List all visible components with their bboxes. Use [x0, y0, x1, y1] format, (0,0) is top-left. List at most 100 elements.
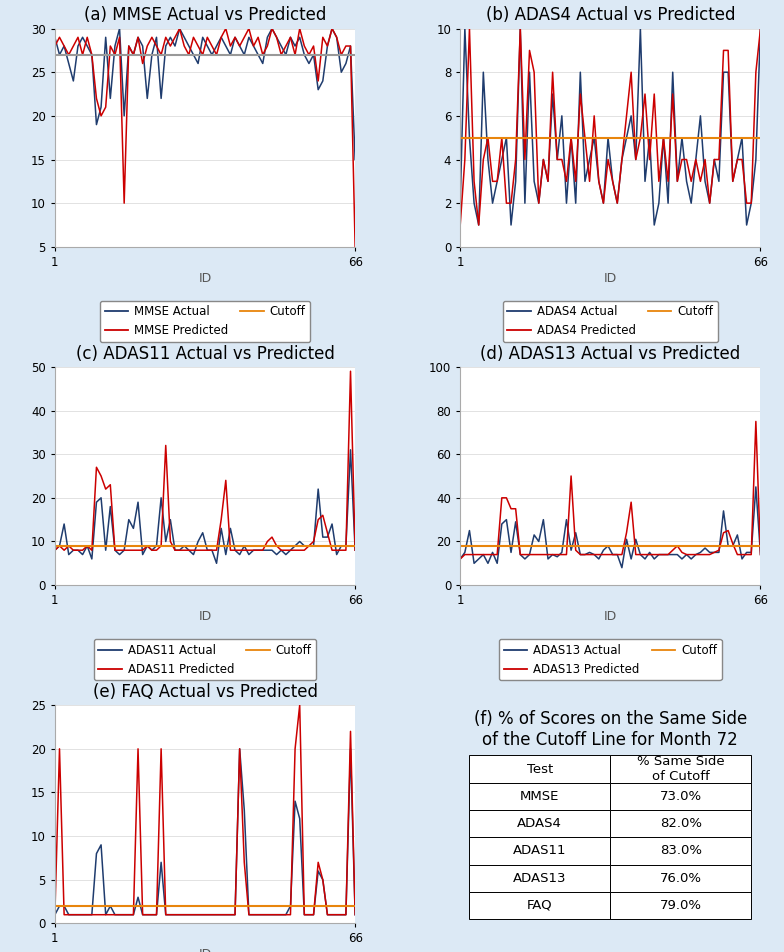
FAQ Actual	[73, 909, 82, 921]
Title: (e) FAQ Actual vs Predicted: (e) FAQ Actual vs Predicted	[93, 683, 318, 701]
Cutoff	[456, 540, 465, 551]
Line: MMSE Predicted: MMSE Predicted	[55, 29, 355, 247]
ADAS13 Actual	[529, 529, 539, 541]
ADAS13 Predicted	[456, 553, 465, 565]
ADAS11 Actual	[346, 444, 355, 455]
MMSE Actual	[350, 154, 360, 166]
MMSE Predicted	[73, 31, 82, 43]
MMSE Actual	[184, 40, 194, 51]
ADAS11 Predicted	[180, 545, 189, 556]
Text: of the Cutoff Line for Month 72: of the Cutoff Line for Month 72	[482, 731, 739, 749]
Line: ADAS4 Actual: ADAS4 Actual	[460, 29, 760, 225]
ADAS13 Actual	[478, 549, 488, 561]
ADAS13 Predicted	[478, 549, 488, 561]
ADAS13 Actual	[751, 481, 760, 492]
MMSE Predicted	[124, 40, 133, 51]
MMSE Actual	[50, 31, 60, 43]
ADAS13 Actual	[548, 549, 557, 561]
Cutoff	[50, 540, 60, 551]
FAQ Actual	[124, 909, 133, 921]
MMSE Actual	[290, 40, 299, 51]
ADAS4 Actual	[594, 175, 604, 187]
MMSE Predicted	[184, 50, 194, 61]
ADAS4 Actual	[460, 23, 470, 34]
MMSE Predicted	[290, 50, 299, 61]
ADAS11 Predicted	[346, 366, 355, 377]
ADAS11 Predicted	[124, 545, 133, 556]
ADAS4 Predicted	[590, 110, 599, 122]
ADAS4 Actual	[756, 23, 765, 34]
ADAS11 Actual	[143, 540, 152, 551]
Cutoff	[45, 540, 55, 551]
ADAS13 Actual	[617, 562, 626, 573]
ADAS13 Actual	[585, 546, 594, 558]
Title: (c) ADAS11 Actual vs Predicted: (c) ADAS11 Actual vs Predicted	[75, 345, 335, 363]
Line: FAQ Predicted: FAQ Predicted	[55, 705, 355, 915]
ADAS11 Actual	[124, 514, 133, 526]
ADAS4 Predicted	[756, 23, 765, 34]
FAQ Predicted	[295, 700, 304, 711]
ADAS13 Predicted	[548, 549, 557, 561]
FAQ Predicted	[143, 909, 152, 921]
FAQ Predicted	[50, 909, 60, 921]
X-axis label: ID: ID	[198, 610, 212, 623]
Cutoff	[451, 540, 460, 551]
X-axis label: ID: ID	[604, 610, 617, 623]
Line: ADAS13 Predicted: ADAS13 Predicted	[460, 422, 760, 559]
Line: ADAS13 Actual: ADAS13 Actual	[460, 486, 760, 567]
FAQ Predicted	[285, 909, 295, 921]
ADAS11 Actual	[73, 545, 82, 556]
FAQ Actual	[350, 909, 360, 921]
ADAS4 Actual	[599, 197, 608, 208]
MMSE Actual	[73, 40, 82, 51]
FAQ Actual	[332, 909, 341, 921]
FAQ Predicted	[332, 909, 341, 921]
ADAS11 Actual	[350, 545, 360, 556]
ADAS13 Actual	[695, 546, 705, 558]
Legend: ADAS13 Actual, ADAS13 Predicted, Cutoff: ADAS13 Actual, ADAS13 Predicted, Cutoff	[499, 639, 721, 681]
ADAS11 Actual	[184, 545, 194, 556]
ADAS4 Actual	[456, 197, 465, 208]
Legend: ADAS11 Actual, ADAS11 Predicted, Cutoff: ADAS11 Actual, ADAS11 Predicted, Cutoff	[93, 639, 316, 681]
MMSE Predicted	[143, 40, 152, 51]
Line: ADAS11 Predicted: ADAS11 Predicted	[55, 371, 355, 550]
MMSE Predicted	[175, 23, 184, 34]
MMSE Predicted	[332, 31, 341, 43]
Cutoff	[50, 901, 60, 912]
Cutoff	[45, 901, 55, 912]
MMSE Predicted	[350, 241, 360, 252]
Legend: MMSE Actual, MMSE Predicted, Cutoff: MMSE Actual, MMSE Predicted, Cutoff	[100, 301, 310, 342]
ADAS4 Predicted	[483, 132, 492, 144]
Line: ADAS4 Predicted: ADAS4 Predicted	[460, 29, 760, 225]
Line: ADAS11 Actual: ADAS11 Actual	[55, 449, 355, 564]
ADAS11 Actual	[50, 545, 60, 556]
Title: (a) MMSE Actual vs Predicted: (a) MMSE Actual vs Predicted	[84, 7, 326, 24]
FAQ Predicted	[180, 909, 189, 921]
Text: (f) % of Scores on the Same Side: (f) % of Scores on the Same Side	[474, 709, 747, 727]
Cutoff	[456, 132, 465, 144]
ADAS4 Actual	[488, 197, 497, 208]
Title: (b) ADAS4 Actual vs Predicted: (b) ADAS4 Actual vs Predicted	[485, 7, 735, 24]
X-axis label: ID: ID	[604, 271, 617, 285]
ADAS4 Predicted	[695, 175, 705, 187]
ADAS13 Predicted	[585, 549, 594, 561]
Cutoff	[50, 50, 60, 61]
ADAS13 Predicted	[756, 549, 765, 561]
ADAS4 Predicted	[553, 154, 562, 166]
ADAS11 Predicted	[73, 545, 82, 556]
FAQ Actual	[290, 796, 299, 807]
ADAS13 Predicted	[751, 416, 760, 427]
MMSE Actual	[129, 50, 138, 61]
FAQ Actual	[50, 909, 60, 921]
ADAS13 Actual	[590, 549, 599, 561]
ADAS4 Predicted	[465, 23, 474, 34]
ADAS4 Predicted	[456, 219, 465, 230]
ADAS11 Predicted	[350, 545, 360, 556]
ADAS13 Actual	[456, 553, 465, 565]
Legend: ADAS4 Actual, ADAS4 Predicted, Cutoff: ADAS4 Actual, ADAS4 Predicted, Cutoff	[503, 301, 718, 342]
X-axis label: ID: ID	[198, 948, 212, 952]
FAQ Actual	[180, 909, 189, 921]
ADAS4 Predicted	[737, 154, 746, 166]
FAQ Actual	[235, 744, 245, 755]
ADAS11 Predicted	[50, 545, 60, 556]
